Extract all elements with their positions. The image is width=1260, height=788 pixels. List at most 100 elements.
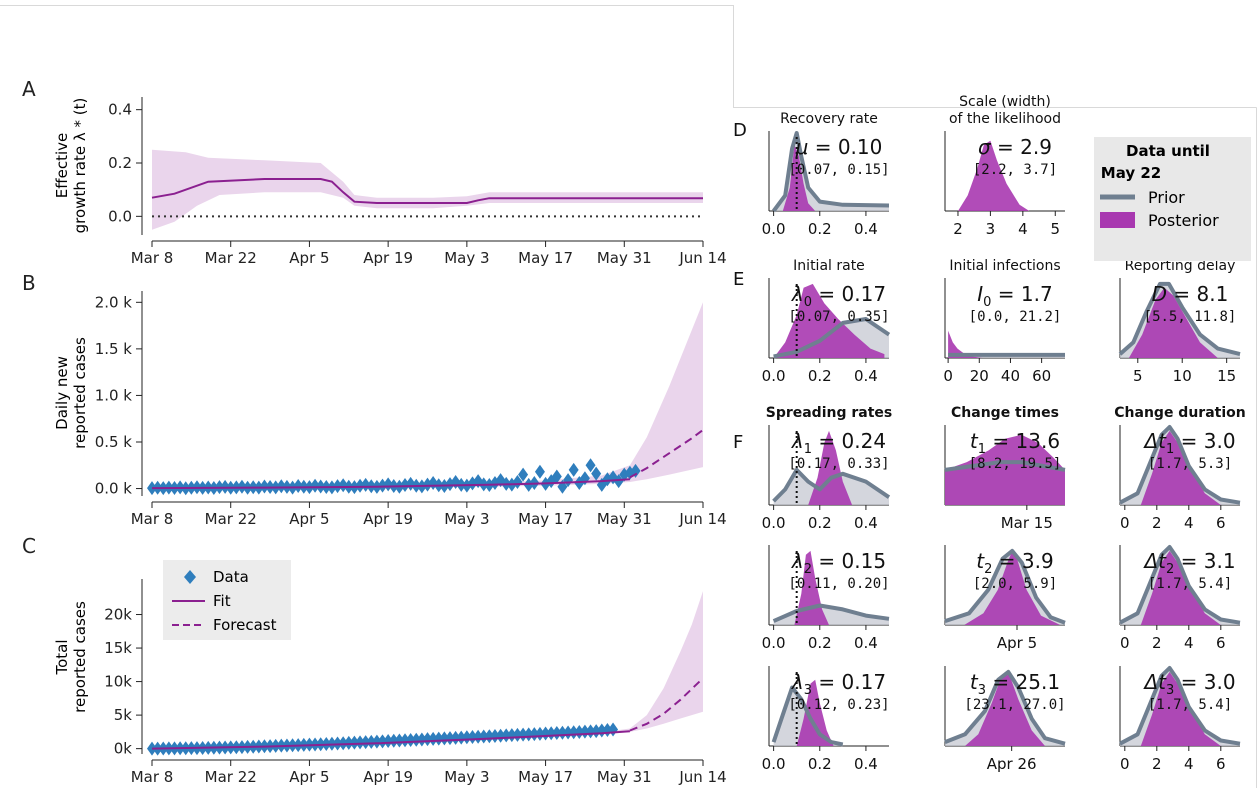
x-tick-label-F3-2: 4 bbox=[1184, 514, 1194, 532]
data-point-C bbox=[383, 734, 394, 749]
data-point-B bbox=[293, 478, 304, 493]
y-tick-label-C-3: 15k bbox=[104, 639, 132, 657]
x-tick-label-A-5: May 17 bbox=[518, 249, 573, 267]
x-tick-label-B-2: Apr 5 bbox=[289, 510, 329, 528]
stat-number-E2: = 1.7 bbox=[991, 282, 1052, 306]
data-point-C bbox=[411, 732, 422, 747]
data-point-B bbox=[276, 479, 287, 494]
posterior-panel-E3: Reporting delay 5 10 15 D = 8.1 [5.5, 11.8] bbox=[1118, 258, 1241, 385]
x-tick-label-E1-2: 0.4 bbox=[854, 367, 878, 385]
data-point-C bbox=[484, 729, 495, 744]
data-point-C bbox=[366, 734, 377, 749]
data-point-C bbox=[422, 732, 433, 747]
x-tick-label-E1-0: 0.0 bbox=[762, 367, 786, 385]
data-point-C bbox=[400, 733, 411, 748]
section-label-F: F bbox=[733, 432, 743, 453]
stat-subscript-F4: 2 bbox=[804, 562, 812, 577]
x-tick-label-C-2: Apr 5 bbox=[289, 768, 329, 786]
data-point-B bbox=[310, 478, 321, 493]
prior-curve-F4 bbox=[772, 603, 890, 623]
data-point-C bbox=[360, 735, 371, 750]
x-tick-label-C-7: Jun 14 bbox=[678, 768, 726, 786]
posterior-histogram-E3 bbox=[1128, 287, 1218, 358]
data-point-B bbox=[512, 475, 523, 490]
stat-symbol-F3: Δt bbox=[1142, 429, 1167, 453]
x-tick-label-B-0: Mar 8 bbox=[131, 510, 174, 528]
data-point-B bbox=[551, 469, 562, 484]
data-point-C bbox=[433, 731, 444, 746]
y-tick-label-A-0: 0.0 bbox=[108, 207, 132, 225]
credible-interval-F1: [0.17, 0.33] bbox=[788, 456, 889, 472]
y-axis-label-A-0: Effective bbox=[53, 133, 71, 198]
y-tick-label-C-4: 20k bbox=[104, 606, 132, 624]
x-tick-label-A-4: May 3 bbox=[444, 249, 489, 267]
stat-number-E1: = 0.17 bbox=[812, 282, 886, 306]
x-tick-label-B-7: Jun 14 bbox=[678, 510, 726, 528]
x-tick-label-C-3: Apr 19 bbox=[363, 768, 413, 786]
y-tick-label-A-2: 0.4 bbox=[108, 101, 132, 119]
data-point-C bbox=[506, 728, 517, 743]
stat-number-F6: = 3.1 bbox=[1174, 549, 1235, 573]
data-point-C bbox=[349, 735, 360, 750]
data-point-C bbox=[557, 725, 568, 740]
data-point-B bbox=[563, 473, 574, 488]
posterior-panel-D1: D Recovery rate 0.0 0.2 0.4 μ = 0.10 [0.07, 0.… bbox=[733, 111, 890, 238]
prior-curve-E3 bbox=[1118, 281, 1241, 357]
prior-curve-E1 bbox=[773, 317, 891, 359]
x-tick-label-F9-2: 4 bbox=[1184, 755, 1194, 773]
y-tick-label-B-0: 0.0 k bbox=[95, 480, 133, 498]
x-tick-label-E3-0: 5 bbox=[1133, 367, 1143, 385]
stat-value-F3: Δt1 = 3.0 bbox=[1142, 429, 1235, 457]
data-point-B bbox=[534, 464, 545, 479]
stat-value-F9: Δt3 = 3.0 bbox=[1142, 670, 1235, 698]
data-point-B bbox=[591, 466, 602, 481]
posterior-panels: D Recovery rate 0.0 0.2 0.4 μ = 0.10 [0.07, 0.… bbox=[733, 94, 1246, 773]
panel-title-D1-0: Recovery rate bbox=[780, 111, 878, 127]
stat-symbol-F9: Δt bbox=[1142, 670, 1167, 694]
data-point-B bbox=[630, 463, 641, 478]
credible-interval-F7: [0.12, 0.23] bbox=[788, 697, 889, 713]
forecast-line-C bbox=[629, 677, 704, 732]
posterior-histogram-F9 bbox=[1140, 671, 1221, 746]
x-tick-label-F1-2: 0.4 bbox=[854, 514, 878, 532]
data-point-C bbox=[546, 726, 557, 741]
stat-symbol-F1: λ bbox=[791, 429, 804, 453]
legend-posterior-label: Posterior bbox=[1148, 211, 1219, 230]
x-tick-label-F9-0: 0 bbox=[1120, 755, 1130, 773]
panel-label-A: A bbox=[22, 77, 36, 101]
posterior-histogram-F8 bbox=[965, 671, 1045, 746]
data-point-C bbox=[608, 722, 619, 737]
y-tick-label-B-3: 1.5 k bbox=[95, 340, 133, 358]
credible-band-B bbox=[152, 302, 703, 489]
data-point-C bbox=[495, 728, 506, 743]
data-point-C bbox=[478, 729, 489, 744]
panel-label-C: C bbox=[22, 534, 36, 558]
stat-subscript-F7: 3 bbox=[804, 683, 812, 698]
data-point-C bbox=[388, 733, 399, 748]
x-tick-label-F3-1: 2 bbox=[1152, 514, 1162, 532]
posterior-histogram-F5 bbox=[964, 550, 1061, 625]
legend-prior-label: Prior bbox=[1148, 188, 1185, 207]
x-tick-label-C-5: May 17 bbox=[518, 768, 573, 786]
y-tick-label-B-1: 0.5 k bbox=[95, 433, 133, 451]
x-tick-label-D2-0: 2 bbox=[953, 220, 963, 238]
stat-symbol-F5: t bbox=[976, 549, 985, 573]
panel-C: C Total reported cases 0k 5k 10k 15k 20k Mar 8 Ma… bbox=[22, 534, 727, 786]
prior-curve-F8 bbox=[944, 669, 1066, 746]
x-tick-label-C-0: Mar 8 bbox=[131, 768, 174, 786]
prior-curve-F7 bbox=[771, 685, 844, 747]
stat-value-F2: t1 = 13.6 bbox=[970, 429, 1060, 457]
x-tick-label-E1-1: 0.2 bbox=[808, 367, 832, 385]
stat-subscript-E1: 0 bbox=[804, 295, 812, 310]
x-tick-label-D1-2: 0.4 bbox=[854, 220, 878, 238]
x-tick-label-F9-1: 2 bbox=[1152, 755, 1162, 773]
x-tick-label-E2-0: 0 bbox=[943, 367, 953, 385]
x-tick-label-E2-1: 20 bbox=[970, 367, 989, 385]
section-label-D: D bbox=[733, 120, 747, 141]
x-tick-label-F1-1: 0.2 bbox=[808, 514, 832, 532]
panel-title-F2-0: Change times bbox=[951, 405, 1059, 421]
